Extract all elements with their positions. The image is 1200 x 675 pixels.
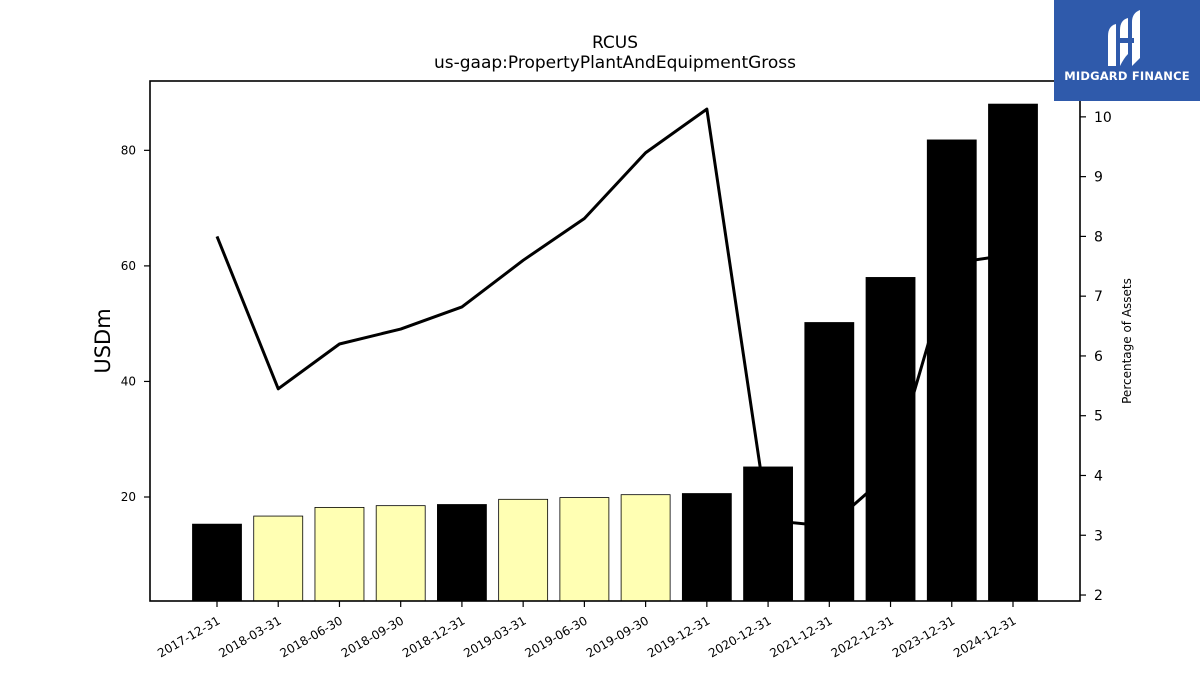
logo-mark-icon bbox=[1108, 10, 1140, 66]
bar-2018-09-30 bbox=[375, 505, 426, 602]
y2tick-label-7: 7 bbox=[1094, 289, 1103, 305]
bar-2018-06-30 bbox=[314, 506, 365, 602]
xtick-label-2019-06-30: 2019-06-30 bbox=[522, 613, 589, 660]
xtick-label-2019-09-30: 2019-09-30 bbox=[584, 613, 651, 660]
ytick-label-40: 40 bbox=[121, 374, 136, 388]
logo-text: MIDGARD FINANCE bbox=[1064, 69, 1190, 83]
bar-2021-12-31 bbox=[804, 322, 855, 602]
y2tick-label-8: 8 bbox=[1094, 229, 1103, 245]
line-series bbox=[215, 107, 1014, 528]
bar-2019-09-30 bbox=[620, 494, 671, 602]
line-percentage-of-assets bbox=[215, 107, 1014, 528]
xtick-label-2018-03-31: 2018-03-31 bbox=[216, 613, 283, 660]
xtick-label-2024-12-31: 2024-12-31 bbox=[951, 613, 1018, 660]
y2tick-label-9: 9 bbox=[1094, 170, 1103, 186]
bar-2023-12-31 bbox=[926, 139, 977, 602]
y2tick-label-2: 2 bbox=[1094, 588, 1103, 604]
xtick-label-2021-12-31: 2021-12-31 bbox=[767, 613, 834, 660]
bar-2018-12-31 bbox=[437, 504, 487, 602]
y2-axis-label: Percentage of Assets bbox=[1120, 278, 1134, 404]
xtick-label-2022-12-31: 2022-12-31 bbox=[829, 613, 896, 660]
ytick-label-60: 60 bbox=[121, 259, 136, 273]
y2tick-label-6: 6 bbox=[1094, 349, 1103, 365]
bar-2020-12-31 bbox=[743, 466, 793, 602]
xtick-label-2018-06-30: 2018-06-30 bbox=[278, 613, 345, 660]
midgard-finance-logo: MIDGARD FINANCE bbox=[1054, 0, 1200, 101]
chart-subtitle: us-gaap:PropertyPlantAndEquipmentGross bbox=[434, 53, 796, 73]
bar-2022-12-31 bbox=[865, 277, 916, 602]
bar-2017-12-31 bbox=[192, 523, 242, 602]
bar-2019-06-30 bbox=[559, 497, 610, 602]
bar-2019-12-31 bbox=[681, 493, 732, 602]
bar-series bbox=[192, 103, 1038, 602]
xtick-label-2020-12-31: 2020-12-31 bbox=[706, 613, 773, 660]
xtick-label-2018-09-30: 2018-09-30 bbox=[339, 613, 406, 660]
x-axis-ticks: 2017-12-312018-03-312018-06-302018-09-30… bbox=[155, 601, 1019, 660]
y2tick-label-4: 4 bbox=[1094, 468, 1103, 484]
ytick-label-80: 80 bbox=[121, 143, 136, 157]
xtick-label-2019-12-31: 2019-12-31 bbox=[645, 613, 712, 660]
y2tick-label-5: 5 bbox=[1094, 409, 1103, 425]
bar-2019-03-31 bbox=[498, 498, 549, 602]
y2tick-label-10: 10 bbox=[1094, 110, 1112, 126]
bar-2018-03-31 bbox=[253, 515, 304, 602]
ytick-label-20: 20 bbox=[121, 490, 136, 504]
xtick-label-2023-12-31: 2023-12-31 bbox=[890, 613, 957, 660]
y-axis-label: USDm bbox=[91, 308, 115, 373]
bar-2024-12-31 bbox=[988, 103, 1038, 602]
y2tick-label-3: 3 bbox=[1094, 528, 1103, 544]
plot-frame bbox=[149, 80, 1081, 602]
right-axis-ticks: 2 3 4 5 6 7 8 9 10 bbox=[1080, 110, 1112, 604]
left-axis-ticks: 20 40 60 80 bbox=[121, 143, 150, 504]
chart-title: RCUS bbox=[592, 33, 638, 53]
xtick-label-2017-12-31: 2017-12-31 bbox=[155, 613, 222, 660]
xtick-label-2018-12-31: 2018-12-31 bbox=[400, 613, 467, 660]
xtick-label-2019-03-31: 2019-03-31 bbox=[461, 613, 528, 660]
